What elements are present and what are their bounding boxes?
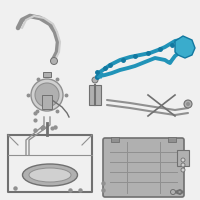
Bar xyxy=(89,85,101,105)
Circle shape xyxy=(35,83,59,107)
Bar xyxy=(177,150,189,166)
Bar xyxy=(42,95,52,109)
Circle shape xyxy=(50,58,58,64)
Circle shape xyxy=(92,77,98,83)
Circle shape xyxy=(170,190,176,194)
Bar xyxy=(111,137,119,142)
Circle shape xyxy=(184,100,192,108)
Bar xyxy=(168,137,176,142)
FancyBboxPatch shape xyxy=(103,138,184,197)
Polygon shape xyxy=(97,73,103,78)
Circle shape xyxy=(181,158,185,162)
Circle shape xyxy=(181,163,185,167)
Circle shape xyxy=(186,102,190,106)
Ellipse shape xyxy=(22,164,78,186)
Circle shape xyxy=(31,79,63,111)
Circle shape xyxy=(181,168,185,172)
Bar xyxy=(43,72,51,77)
Ellipse shape xyxy=(29,168,71,182)
Polygon shape xyxy=(175,36,195,58)
